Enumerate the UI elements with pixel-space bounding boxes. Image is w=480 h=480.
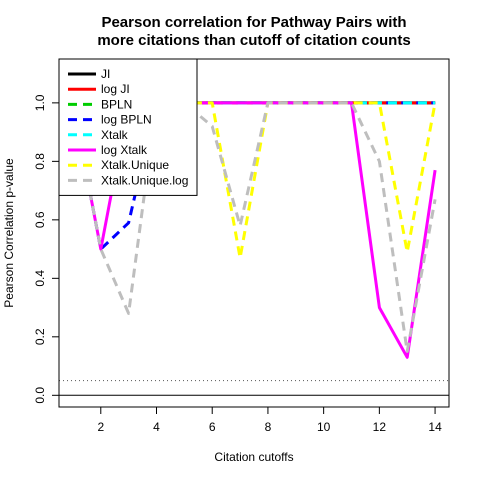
legend-label: JI bbox=[101, 67, 110, 81]
y-axis-label: Pearson Correlation p-value bbox=[2, 158, 16, 308]
x-tick-label: 2 bbox=[97, 420, 104, 434]
series-line-xtalk-unique-log bbox=[71, 101, 437, 353]
legend-label: BPLN bbox=[101, 97, 132, 111]
x-axis: 2 4 6 8 10 12 14 bbox=[97, 406, 442, 434]
x-axis-label: Citation cutoffs bbox=[214, 450, 293, 464]
y-tick-label: 0.6 bbox=[33, 211, 47, 228]
x-tick-label: 12 bbox=[373, 420, 387, 434]
legend-label: log BPLN bbox=[101, 113, 152, 127]
y-tick-label: 0.8 bbox=[33, 153, 47, 170]
x-tick-label: 14 bbox=[428, 420, 442, 434]
chart-title: Pearson correlation for Pathway Pairs wi… bbox=[101, 14, 406, 31]
y-tick-label: 0.0 bbox=[33, 387, 47, 404]
y-tick-label: 0.2 bbox=[33, 328, 47, 345]
legend-label: log Xtalk bbox=[101, 143, 148, 157]
legend-label: Xtalk bbox=[101, 128, 129, 142]
y-tick-label: 0.4 bbox=[33, 270, 47, 287]
y-tick-label: 1.0 bbox=[33, 94, 47, 111]
chart-subtitle: more citations than cutoff of citation c… bbox=[97, 32, 410, 49]
legend-label: Xtalk.Unique bbox=[101, 158, 169, 172]
legend-label: Xtalk.Unique.log bbox=[101, 173, 188, 187]
x-tick-label: 8 bbox=[265, 420, 272, 434]
legend-label: log JI bbox=[101, 82, 130, 96]
x-tick-label: 4 bbox=[153, 420, 160, 434]
legend-box bbox=[58, 58, 198, 196]
x-tick-label: 10 bbox=[317, 420, 331, 434]
x-tick-label: 6 bbox=[209, 420, 216, 434]
